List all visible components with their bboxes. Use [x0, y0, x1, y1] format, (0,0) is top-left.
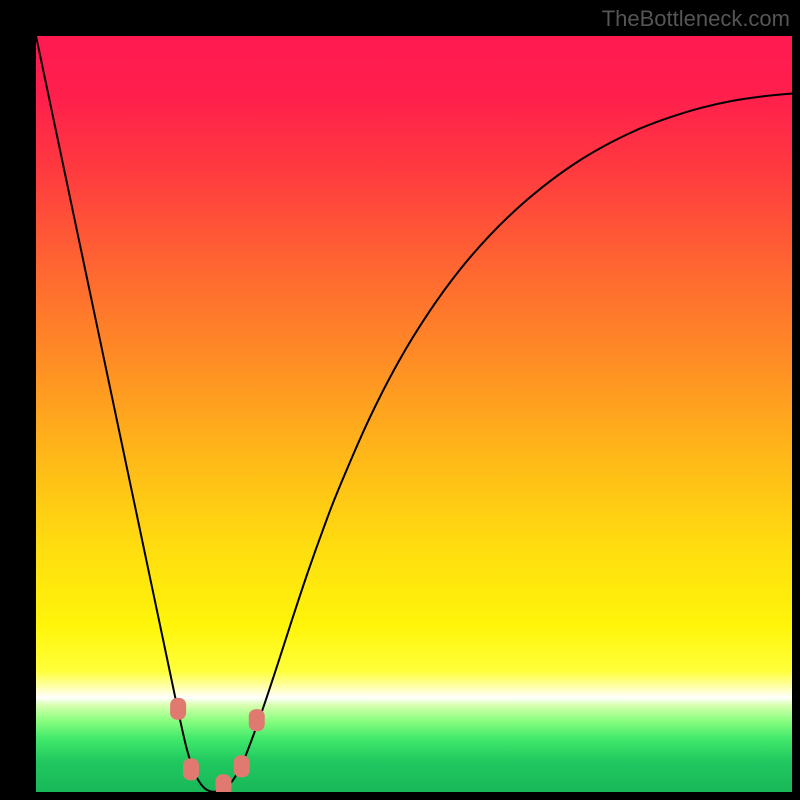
curve-marker — [234, 755, 250, 777]
chart-svg — [36, 36, 792, 792]
curve-marker — [170, 698, 186, 720]
curve-marker — [215, 774, 231, 792]
watermark-text: TheBottleneck.com — [602, 6, 790, 32]
curve-marker — [249, 709, 265, 731]
curve-marker — [183, 758, 199, 780]
bottleneck-chart — [36, 36, 792, 792]
chart-background — [36, 36, 792, 792]
